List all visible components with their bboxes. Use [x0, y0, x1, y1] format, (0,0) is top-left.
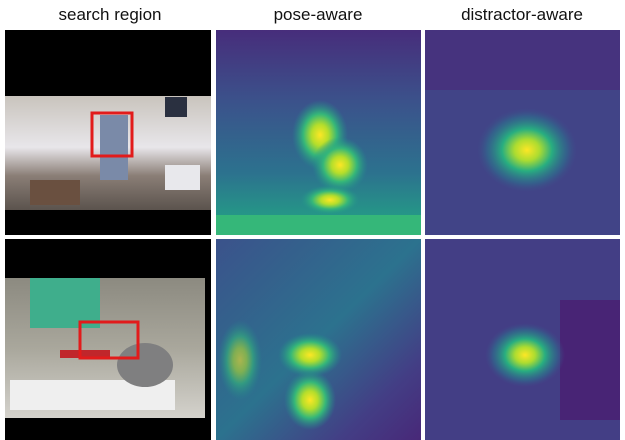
figure: search region pose-aware distractor-awar… — [0, 0, 625, 440]
column-header: search region — [58, 5, 161, 24]
column-header: pose-aware — [274, 5, 363, 24]
column-header: distractor-aware — [461, 5, 583, 24]
distractor-aware-heatmap — [425, 239, 620, 440]
pose-aware-heatmap — [216, 30, 421, 235]
search-region-image — [5, 239, 211, 440]
pose-aware-heatmap — [216, 239, 421, 440]
search-region-image — [5, 30, 211, 235]
distractor-aware-heatmap — [425, 30, 620, 235]
